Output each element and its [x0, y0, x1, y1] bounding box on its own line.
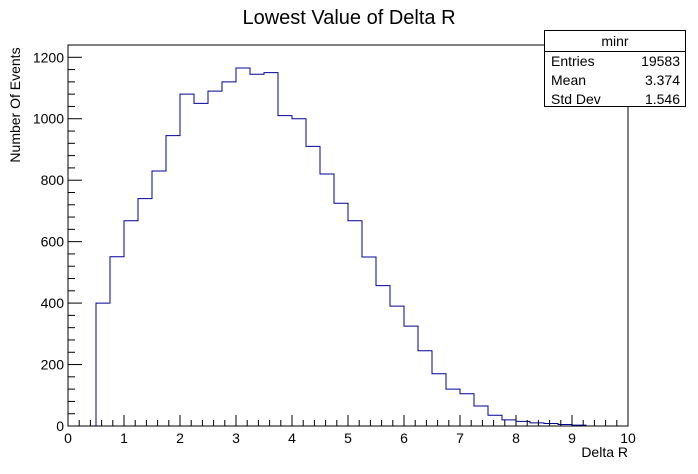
- histogram-bin: [96, 303, 110, 426]
- histogram-bin: [334, 203, 348, 426]
- y-tick-label: 800: [41, 172, 65, 188]
- histogram-bin: [222, 82, 236, 426]
- stats-value-mean: 3.374: [644, 72, 680, 88]
- x-axis-label: Delta R: [581, 444, 628, 460]
- histogram-bin: [110, 257, 124, 426]
- y-tick-label: 1200: [33, 49, 64, 65]
- stats-title: minr: [545, 31, 685, 52]
- histogram-bin: [152, 171, 166, 426]
- histogram-bin: [390, 306, 404, 426]
- stats-label-std-dev: Std Dev: [551, 91, 601, 107]
- histogram-bin: [432, 374, 446, 426]
- histogram-bin: [208, 91, 222, 426]
- x-tick-label: 1: [120, 430, 128, 446]
- histogram-bin: [516, 421, 530, 426]
- x-tick-label: 9: [568, 430, 576, 446]
- histogram-bin: [250, 74, 264, 426]
- histogram-bars: [96, 68, 586, 426]
- histogram-bin: [180, 94, 194, 426]
- y-axis-label: Number Of Events: [7, 47, 23, 163]
- histogram-bin: [264, 73, 278, 426]
- histogram-bin: [460, 394, 474, 426]
- x-tick-label: 4: [288, 430, 296, 446]
- stats-value-std-dev: 1.546: [644, 91, 680, 107]
- histogram-bin: [446, 389, 460, 426]
- histogram-bin: [138, 199, 152, 426]
- histogram-bin: [488, 415, 502, 426]
- y-axis: 0 200 400 600 800 1000 1200: [33, 49, 82, 434]
- y-tick-label: 200: [41, 357, 65, 373]
- histogram-bin: [124, 221, 138, 426]
- x-tick-label: 7: [456, 430, 464, 446]
- y-tick-label: 600: [41, 234, 65, 250]
- histogram-outline: [95, 67, 587, 426]
- x-tick-label: 10: [620, 430, 636, 446]
- x-tick-label: 0: [64, 430, 72, 446]
- histogram-bin: [292, 119, 306, 426]
- x-tick-label: 6: [400, 430, 408, 446]
- histogram-bin: [306, 146, 320, 426]
- histogram-bin: [278, 116, 292, 426]
- y-tick-label: 0: [56, 418, 64, 434]
- histogram-bin: [502, 420, 516, 426]
- stats-label-mean: Mean: [551, 72, 587, 88]
- histogram-bin: [474, 406, 488, 426]
- histogram-bin: [362, 257, 376, 426]
- chart-title: Lowest Value of Delta R: [242, 7, 456, 29]
- histogram-bin: [348, 221, 362, 426]
- x-tick-label: 2: [176, 430, 184, 446]
- stats-label-entries: Entries: [551, 53, 595, 69]
- histogram-bin: [418, 351, 432, 426]
- y-tick-label: 400: [41, 295, 65, 311]
- x-tick-label: 3: [232, 430, 240, 446]
- x-axis: 0 1 2 3 4 5 6 7 8 9 10: [64, 415, 636, 446]
- histogram-bin: [376, 286, 390, 426]
- stats-row-mean: Mean 3.374: [545, 71, 685, 90]
- histogram-bin: [194, 103, 208, 426]
- histogram-bin: [320, 174, 334, 426]
- y-tick-label: 1000: [33, 111, 64, 127]
- stats-value-entries: 19583: [641, 53, 680, 69]
- histogram-bin: [166, 136, 180, 426]
- x-tick-label: 5: [344, 430, 352, 446]
- stats-row-entries: Entries 19583: [545, 52, 685, 71]
- x-tick-label: 8: [512, 430, 520, 446]
- histogram-bin: [404, 326, 418, 426]
- histogram-bin: [236, 68, 250, 426]
- stats-box: minr Entries 19583 Mean 3.374 Std Dev 1.…: [544, 30, 686, 107]
- stats-row-std-dev: Std Dev 1.546: [545, 90, 685, 109]
